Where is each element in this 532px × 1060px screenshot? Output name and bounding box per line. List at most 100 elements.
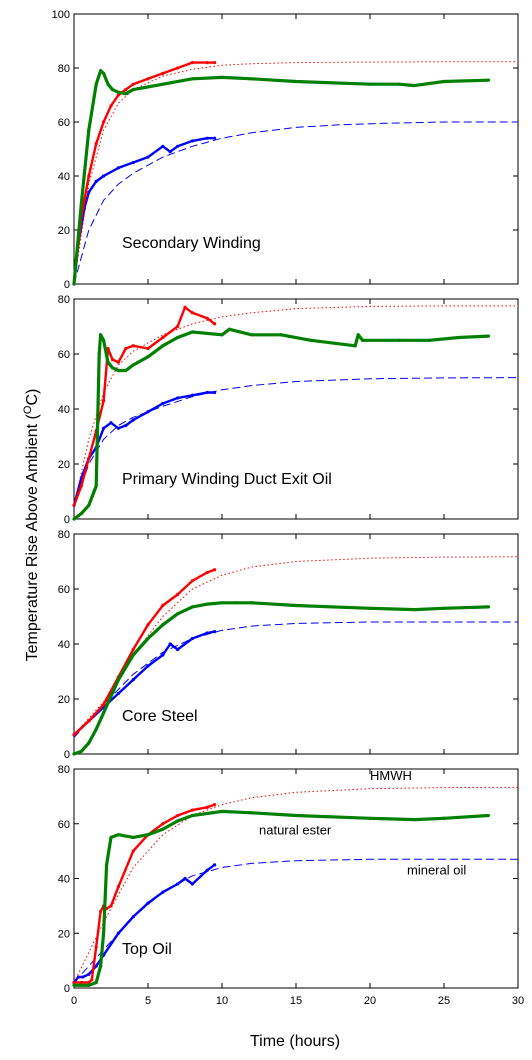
panel-label: Core Steel	[122, 708, 198, 725]
data-point-natural-ester	[486, 813, 490, 818]
data-point-hmwh	[94, 945, 98, 949]
series-natural-ester-measured	[73, 327, 489, 521]
data-point-natural-ester	[146, 85, 150, 89]
data-point-natural-ester	[99, 964, 103, 968]
y-tick-label: 80	[58, 63, 70, 75]
data-point-mineral-oil	[131, 418, 135, 422]
data-point-hmwh	[87, 456, 91, 461]
y-tick-label: 40	[58, 639, 70, 651]
data-point-natural-ester	[102, 931, 106, 935]
panel-4: 0 20 40 60 80 0 5 10 15 20 25 30 Top Oil HMWH natural …	[58, 764, 524, 1007]
data-point-hmwh	[205, 805, 209, 809]
data-point-natural-ester	[72, 983, 76, 987]
data-point-natural-ester	[97, 352, 101, 356]
y-tick-label: 20	[58, 459, 70, 471]
data-point-mineral-oil	[190, 139, 194, 143]
data-point-hmwh	[109, 104, 113, 108]
data-point-natural-ester	[124, 368, 128, 373]
data-point-mineral-oil	[131, 160, 135, 165]
data-point-hmwh	[213, 568, 217, 572]
data-point-mineral-oil	[213, 136, 217, 140]
data-point-hmwh	[124, 88, 128, 92]
panel-label: Top Oil	[122, 941, 172, 958]
data-point-natural-ester	[398, 82, 402, 86]
y-tick-label: 20	[58, 225, 70, 237]
data-point-natural-ester	[79, 749, 83, 753]
data-point-hmwh	[161, 71, 165, 75]
data-point-mineral-oil	[176, 396, 180, 400]
data-point-natural-ester	[190, 77, 194, 81]
series-mineral-oil-fit	[73, 621, 518, 738]
data-point-mineral-oil	[213, 863, 217, 867]
data-point-mineral-oil	[87, 972, 91, 976]
annotation-hmwh: HMWH	[370, 768, 412, 783]
data-point-natural-ester	[161, 344, 165, 348]
data-point-hmwh	[79, 980, 83, 985]
data-point-hmwh	[213, 61, 217, 65]
data-point-mineral-oil	[87, 190, 91, 194]
data-point-natural-ester	[116, 90, 120, 94]
data-point-mineral-oil	[168, 150, 172, 154]
data-point-natural-ester	[205, 602, 209, 606]
data-point-natural-ester	[294, 603, 298, 608]
data-point-hmwh	[146, 77, 150, 81]
data-point-mineral-oil	[205, 136, 209, 140]
data-point-hmwh	[94, 142, 98, 146]
data-point-hmwh	[176, 324, 180, 329]
y-tick-label: 0	[64, 279, 70, 291]
data-point-hmwh	[190, 579, 194, 583]
data-point-hmwh	[110, 357, 115, 362]
data-point-natural-ester	[361, 338, 365, 342]
data-point-hmwh	[176, 66, 180, 70]
data-point-natural-ester	[220, 333, 224, 337]
x-tick-label: 25	[438, 995, 450, 1007]
data-point-natural-ester	[486, 334, 490, 338]
y-tick-label: 0	[64, 514, 70, 526]
series-hmwh-fit	[73, 786, 519, 983]
panel-2: 0 20 40 60 80 Primary Winding Duct Exit Oil	[58, 294, 519, 526]
data-point-mineral-oil	[168, 642, 172, 646]
data-point-natural-ester	[102, 338, 106, 342]
data-point-hmwh	[124, 346, 128, 351]
data-point-hmwh	[161, 335, 165, 340]
data-point-mineral-oil	[102, 174, 106, 178]
data-point-natural-ester	[146, 833, 150, 837]
data-point-natural-ester	[104, 863, 109, 867]
series-mineral-oil-fit	[73, 121, 518, 285]
data-point-hmwh	[106, 346, 110, 351]
y-tick-label: 20	[58, 928, 70, 940]
panel-3: 0 20 40 60 80 Core Steel	[58, 529, 519, 761]
data-point-natural-ester	[190, 605, 194, 609]
data-point-hmwh	[116, 93, 120, 97]
data-point-hmwh	[131, 82, 135, 86]
data-point-mineral-oil	[161, 653, 165, 657]
data-point-mineral-oil	[176, 647, 180, 652]
x-tick-label: 10	[216, 995, 228, 1007]
data-point-natural-ester	[94, 82, 98, 86]
data-point-natural-ester	[427, 338, 431, 342]
panel-1: 0 20 40 60 80 100 Secondary Winding	[52, 9, 519, 291]
x-axis-label: Time (hours)	[250, 1033, 340, 1050]
panel-label: Primary Winding Duct Exit Oil	[122, 471, 332, 488]
data-point-mineral-oil	[124, 423, 128, 428]
data-point-natural-ester	[190, 330, 194, 334]
data-point-natural-ester	[87, 503, 91, 507]
data-point-hmwh	[87, 174, 91, 178]
data-point-natural-ester	[442, 606, 446, 610]
y-tick-label: 60	[58, 117, 70, 129]
data-point-hmwh	[176, 592, 180, 597]
data-point-hmwh	[99, 909, 103, 913]
y-axis-label-main: Temperature Rise Above Ambient (	[24, 413, 41, 661]
data-point-hmwh	[102, 120, 106, 124]
data-point-natural-ester	[279, 333, 283, 337]
series-mineral-oil-fit	[73, 377, 519, 509]
data-point-mineral-oil	[116, 691, 120, 696]
x-tick-label: 15	[290, 995, 302, 1007]
data-point-natural-ester	[486, 78, 490, 82]
data-point-hmwh	[176, 813, 180, 818]
data-point-natural-ester	[94, 727, 98, 731]
data-point-natural-ester	[368, 816, 372, 820]
data-point-hmwh	[116, 360, 120, 364]
data-point-natural-ester	[146, 355, 150, 359]
